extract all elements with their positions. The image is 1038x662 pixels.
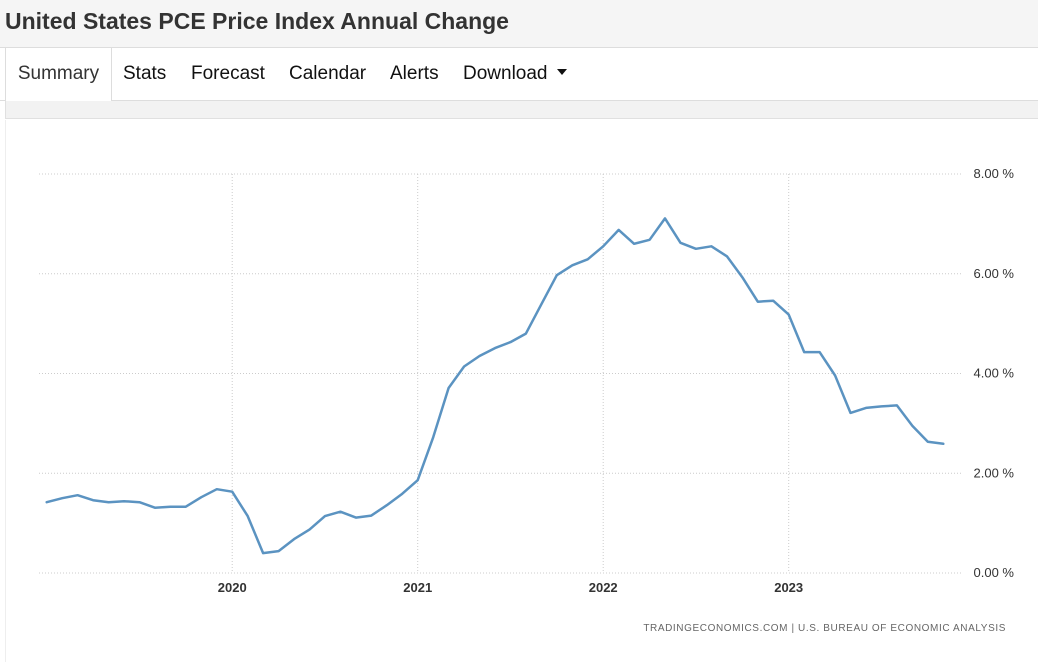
data-point	[788, 314, 790, 316]
data-point	[370, 515, 372, 517]
page-title: United States PCE Price Index Annual Cha…	[5, 8, 509, 34]
y-tick-label: 2.00 %	[974, 465, 1015, 480]
data-point	[278, 550, 280, 552]
data-point	[448, 387, 450, 389]
data-point	[108, 501, 110, 503]
data-point	[200, 496, 202, 498]
data-point	[494, 347, 496, 349]
data-point	[633, 243, 635, 245]
data-point	[942, 443, 944, 445]
data-point	[649, 239, 651, 241]
data-point	[123, 500, 125, 502]
data-point	[710, 245, 712, 247]
tab-summary[interactable]: Summary	[5, 48, 112, 102]
data-point	[571, 264, 573, 266]
source-label: TRADINGECONOMICS.COM | U.S. BUREAU OF EC…	[643, 623, 1006, 634]
data-point	[324, 515, 326, 517]
data-point	[911, 425, 913, 427]
data-point	[463, 366, 465, 368]
pce-line-chart: 0.00 % 2.00 % 4.00 % 6.00 % 8.00 % 2020 2021 20…	[39, 166, 1015, 634]
data-point	[509, 341, 511, 343]
tab-forecast[interactable]: Forecast	[191, 63, 265, 84]
data-point	[185, 506, 187, 508]
data-point	[850, 412, 852, 414]
data-point	[927, 441, 929, 443]
data-point	[216, 488, 218, 490]
data-point	[664, 217, 666, 219]
x-tick-label: 2020	[218, 580, 247, 595]
data-point	[46, 501, 48, 503]
data-point	[741, 276, 743, 278]
data-point	[309, 529, 311, 531]
data-point	[865, 407, 867, 409]
data-point	[138, 501, 140, 503]
data-point	[432, 436, 434, 438]
x-tick-label: 2023	[774, 580, 803, 595]
y-tick-label: 0.00 %	[974, 565, 1015, 580]
data-point	[154, 507, 156, 509]
data-point	[386, 504, 388, 506]
data-point	[540, 303, 542, 305]
x-tick-label: 2021	[403, 580, 432, 595]
data-point	[587, 258, 589, 260]
chevron-down-icon	[556, 68, 567, 75]
data-point	[169, 506, 171, 508]
y-tick-label: 4.00 %	[974, 366, 1015, 381]
data-point	[896, 404, 898, 406]
data-point	[417, 479, 419, 481]
data-point	[602, 245, 604, 247]
x-tick-label: 2022	[589, 580, 618, 595]
data-point	[339, 511, 341, 513]
data-point	[231, 491, 233, 493]
data-point	[77, 494, 79, 496]
data-point	[401, 493, 403, 495]
tab-calendar[interactable]: Calendar	[289, 63, 367, 84]
tab-bar: Summary Stats Forecast Calendar Alerts D…	[0, 47, 1038, 102]
tab-download-label: Download	[463, 63, 548, 84]
data-point	[61, 497, 63, 499]
data-point	[772, 300, 774, 302]
series-line	[45, 217, 945, 555]
data-point	[247, 515, 249, 517]
data-point	[355, 517, 357, 519]
data-point	[618, 229, 620, 231]
chart-area: 0.00 % 2.00 % 4.00 % 6.00 % 8.00 % 2020 2021 20…	[5, 120, 1038, 662]
data-point	[726, 255, 728, 257]
y-tick-label: 8.00 %	[974, 166, 1015, 181]
data-point	[757, 301, 759, 303]
data-point	[695, 248, 697, 250]
data-point	[479, 355, 481, 357]
data-point	[834, 374, 836, 376]
data-point	[803, 351, 805, 353]
data-point	[92, 499, 94, 501]
page-header: United States PCE Price Index Annual Cha…	[0, 0, 1038, 47]
data-point	[880, 405, 882, 407]
tab-alerts[interactable]: Alerts	[390, 63, 439, 84]
tab-stats[interactable]: Stats	[123, 63, 167, 84]
data-point	[556, 274, 558, 276]
tab-download[interactable]: Download	[463, 48, 567, 101]
data-point	[293, 538, 295, 540]
data-point	[525, 333, 527, 335]
y-tick-label: 6.00 %	[974, 266, 1015, 281]
data-point	[819, 351, 821, 353]
chart-toolbar-strip	[5, 101, 1038, 119]
data-point	[679, 242, 681, 244]
data-point	[262, 552, 264, 554]
